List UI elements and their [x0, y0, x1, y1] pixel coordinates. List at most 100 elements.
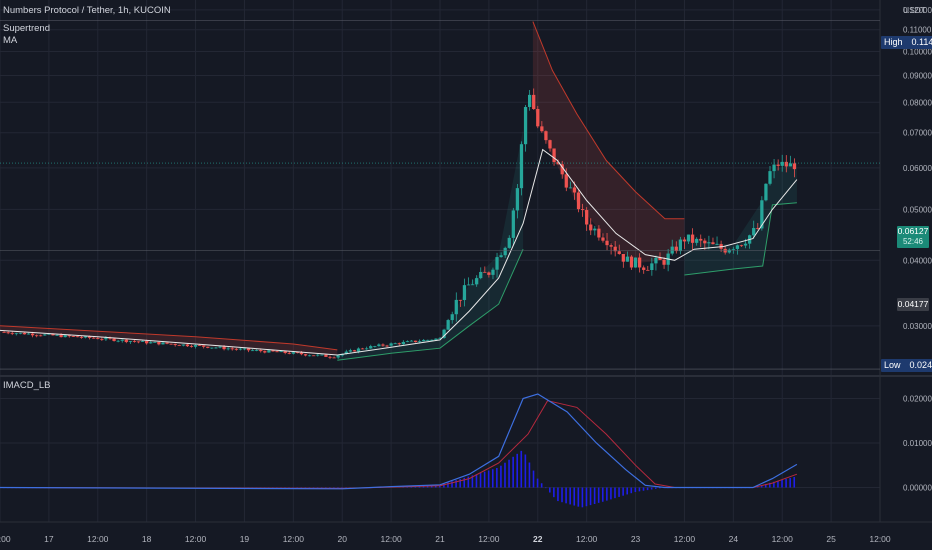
supertrend-legend[interactable]: Supertrend — [3, 23, 51, 34]
candle-body — [768, 171, 772, 184]
histogram-bar — [532, 470, 535, 488]
candle-body — [401, 341, 405, 345]
histogram-bar — [443, 483, 445, 488]
candle-body — [332, 357, 336, 359]
candle-body — [238, 348, 242, 350]
histogram-bar — [491, 469, 494, 488]
supertrend-fill-up — [684, 163, 797, 275]
time-tick-label: 20 — [337, 534, 347, 544]
candle-body — [328, 356, 332, 358]
histogram-bar — [475, 474, 478, 488]
histogram-bar — [581, 487, 584, 508]
candle-body — [26, 333, 31, 335]
histogram-bar — [785, 478, 787, 488]
histogram-bar — [777, 480, 779, 488]
histogram-bar — [528, 462, 531, 488]
time-tick-label: 23 — [631, 534, 641, 544]
histogram-bar — [622, 487, 624, 496]
macd-line — [0, 393, 798, 490]
price-tick-label: 0.04000 — [903, 256, 932, 265]
histogram-bar — [504, 462, 506, 488]
price-tick-label: 0.06000 — [903, 164, 932, 173]
candle-body — [136, 341, 141, 343]
candle-body — [646, 269, 650, 271]
histogram-bar — [500, 465, 502, 488]
candle-body — [735, 245, 740, 249]
histogram-bar — [573, 487, 576, 506]
candle-body — [246, 348, 251, 351]
reference-lines — [0, 19, 880, 370]
time-axis[interactable]: 12:00 17 12:00 18 12:00 19 12:00 20 12:00 21 12:00… — [0, 534, 891, 544]
candle-body — [426, 339, 430, 341]
candle-body — [678, 239, 682, 252]
candle-body — [409, 340, 414, 342]
macd-tick-label: 0.02000 — [903, 394, 932, 403]
candle-body — [413, 340, 418, 342]
price-axis[interactable]: 0.12000 0.11000 0.10000 0.09000 0.08000 0.070… — [903, 6, 932, 493]
supertrend-line-down — [532, 21, 685, 220]
candle-body — [153, 342, 157, 343]
candle-body — [633, 257, 638, 268]
histogram-bar — [606, 487, 608, 501]
currency-label: USDT — [903, 5, 927, 15]
histogram-bar — [593, 487, 596, 504]
candle-body — [299, 352, 304, 355]
macd-tick-label: 0.01000 — [903, 439, 932, 448]
candle-body — [255, 350, 259, 351]
histogram-bar — [496, 467, 498, 488]
candle-body — [503, 247, 507, 256]
moving-average-line — [0, 148, 798, 356]
histogram-bar — [646, 487, 649, 491]
candle-body — [18, 332, 22, 334]
ma-legend[interactable]: MA — [3, 35, 18, 46]
histogram-bar — [512, 456, 514, 488]
candle-body — [792, 163, 797, 170]
candle-body — [157, 342, 161, 345]
candle-body — [743, 243, 748, 246]
supertrend-lines — [0, 21, 797, 361]
candle-body — [206, 346, 210, 348]
candle-body — [707, 242, 711, 244]
candle-body — [271, 350, 275, 352]
supertrend-fill-down — [532, 21, 685, 264]
symbol-title[interactable]: Numbers Protocol / Tether, 1h, KUCOIN — [3, 5, 171, 16]
histogram-bar — [614, 487, 616, 499]
candle-body — [360, 348, 365, 350]
candle-body — [462, 285, 467, 301]
time-tick-label: 12:00 — [869, 534, 891, 544]
candle-body — [580, 209, 585, 211]
candle-body — [389, 343, 393, 346]
histogram-bar — [569, 487, 571, 505]
candle-body — [161, 342, 165, 345]
candle-body — [434, 338, 438, 340]
histogram-bar — [793, 476, 796, 488]
candle-body — [2, 332, 6, 333]
candle-body — [450, 314, 454, 321]
candle-body — [418, 341, 422, 343]
imacd-legend[interactable]: IMACD_LB — [3, 380, 51, 391]
candle-body — [560, 164, 564, 175]
histogram-bar — [467, 476, 470, 488]
supertrend-line-down — [0, 325, 338, 351]
candle-body — [181, 344, 185, 346]
candle-body — [638, 257, 642, 268]
candle-body — [597, 228, 601, 238]
time-tick-label: 22 — [533, 534, 543, 544]
candle-body — [617, 251, 621, 254]
candle-body — [438, 337, 442, 339]
grid-lines — [0, 0, 932, 523]
histogram-bar — [471, 475, 474, 488]
candle-body — [47, 333, 51, 335]
candle-body — [621, 253, 625, 262]
histogram-bar — [630, 487, 633, 494]
candle-body — [320, 354, 324, 356]
candle-body — [593, 228, 597, 231]
candle-body — [132, 341, 137, 342]
candle-body — [218, 346, 222, 348]
candle-body — [385, 345, 389, 347]
candle-body — [662, 259, 666, 265]
candle-body — [295, 352, 300, 353]
candle-body — [422, 340, 426, 342]
candle-body — [589, 224, 593, 231]
